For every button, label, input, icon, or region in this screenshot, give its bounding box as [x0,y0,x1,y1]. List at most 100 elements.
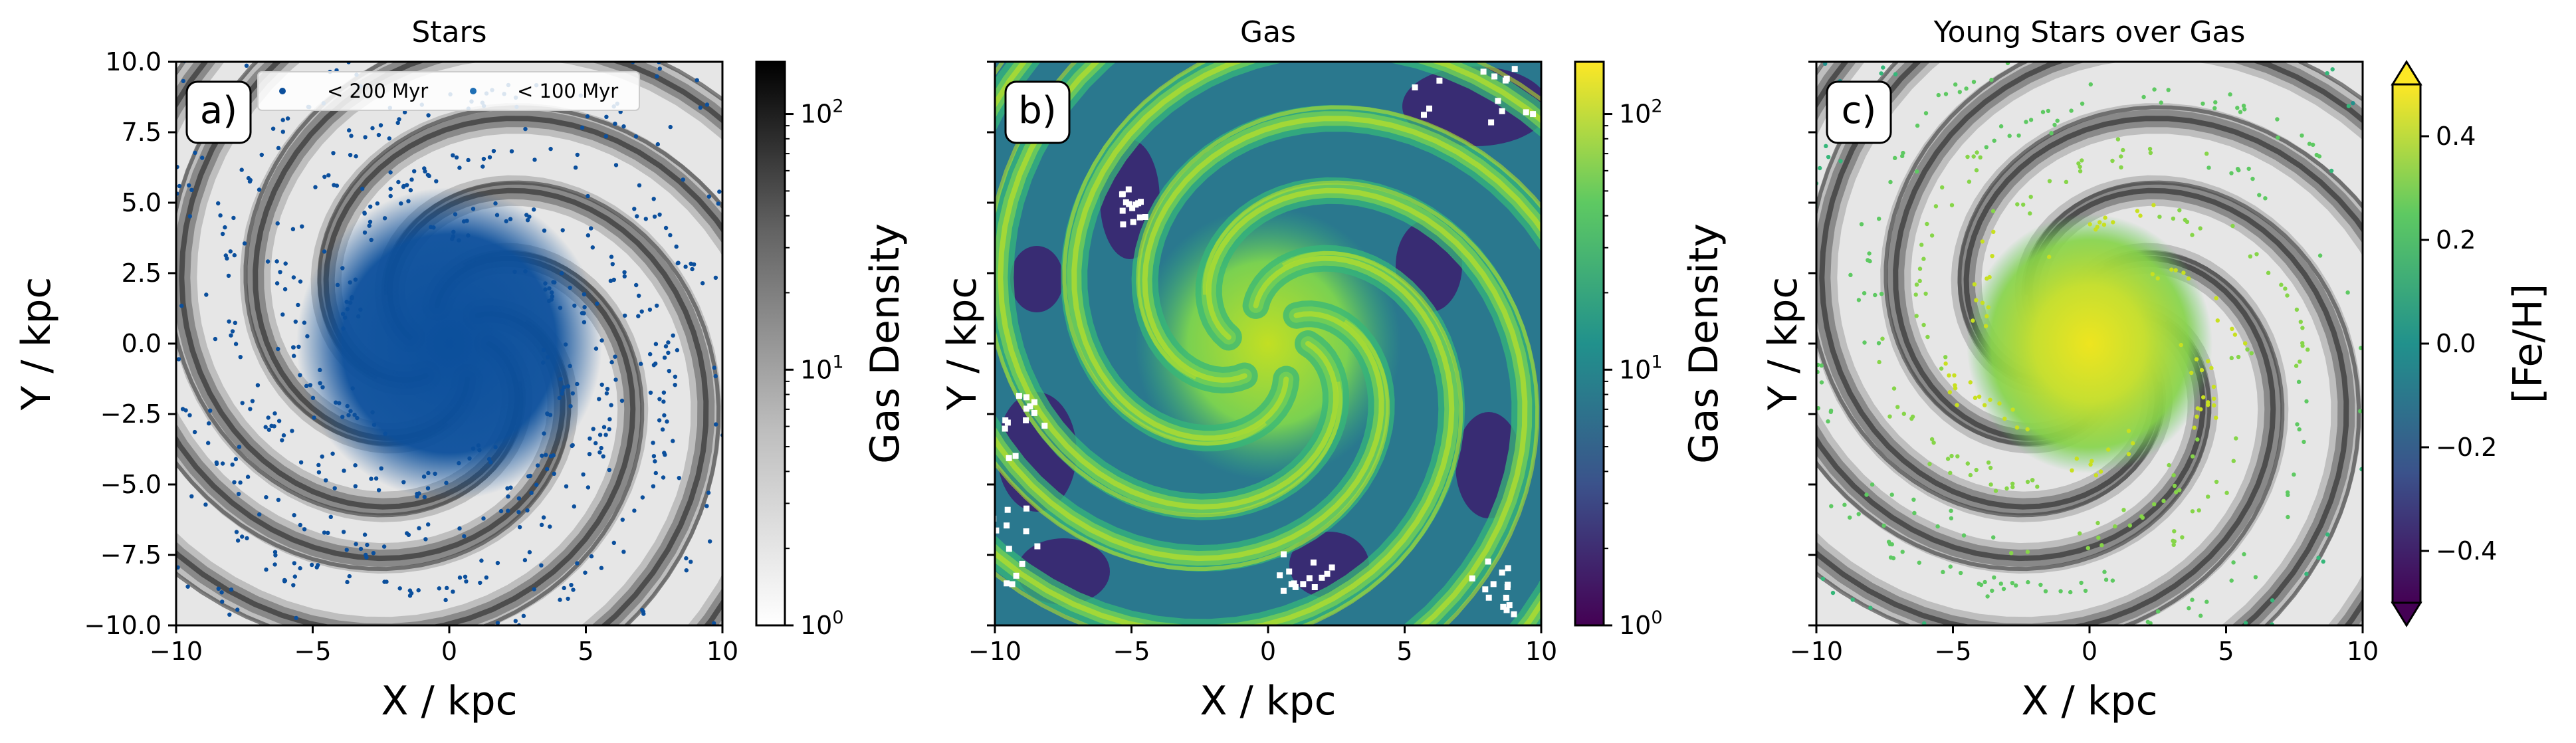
legend-label-100: < 100 Myr [517,80,618,102]
star-point [609,403,613,407]
star-point [2191,454,2195,459]
star-point [118,226,122,230]
star-point [1983,580,1987,585]
star-point [2080,158,2084,163]
star-point [111,214,115,218]
star-point [2329,168,2334,173]
star-point [312,415,316,420]
star-point [589,554,594,559]
star-point [2171,542,2176,547]
star-point [655,142,660,147]
star-point [270,126,276,131]
star-point [2171,538,2175,543]
star-point [2228,92,2232,97]
star-point [2121,508,2126,512]
spiral-arm [1142,116,1541,625]
star-point [2373,211,2377,215]
star-point [620,517,625,522]
star-point [1967,179,1972,184]
star-point [739,117,743,121]
star-point [2035,484,2040,489]
star-point [477,448,482,453]
star-point [369,477,374,481]
star-point [362,56,366,60]
star-point [2192,425,2197,430]
star-point [264,567,268,572]
star-point [566,384,570,389]
star-point [2110,578,2115,583]
star-point [230,462,235,467]
star-point [330,451,335,456]
star-point [716,201,721,206]
star-point [253,707,257,711]
star-point [290,17,294,21]
colorbar-tick-label: −0.2 [2436,433,2497,462]
star-point [292,561,296,566]
x-ticks: −10 −5 0 5 10 [150,625,738,666]
star-point [1819,363,1824,368]
star-point [569,583,574,587]
star-point [2190,509,2195,514]
y-axis-label: Y / kpc [13,277,60,411]
star-point [362,532,368,537]
star-point [233,457,239,462]
star-point [316,470,322,475]
star-point [138,533,142,537]
star-point [523,269,528,274]
star-point [683,265,688,269]
star-point [179,303,184,308]
star-point [220,599,225,604]
star-point [572,303,577,308]
star-point [112,243,116,247]
star-point [2135,209,2140,213]
star-point [2113,524,2117,529]
star-point [643,689,647,693]
legend-label-200: < 200 Myr [327,80,428,102]
star-point [1893,72,1898,76]
empty-cell [1310,559,1317,566]
star-point [1767,524,1771,528]
star-point [712,621,716,625]
spiral-arm [998,62,1339,510]
star-point [2195,437,2200,442]
colorbar-tick-label: 100 [800,607,844,640]
star-point [1731,461,1735,465]
star-point [267,427,271,432]
star-point [675,261,680,266]
star-point [717,189,722,194]
star-point [651,441,655,445]
star-point [726,233,730,237]
star-point [582,305,587,310]
star-point [1872,32,1876,36]
star-point [1767,524,1771,528]
star-point [431,225,436,230]
star-point [2311,142,2315,147]
star-point [601,454,605,459]
empty-cell [1004,506,1011,513]
star-point [1826,155,1831,159]
spiral-arm [1206,187,1528,625]
star-point [516,496,522,501]
star-point [2215,318,2220,323]
star-point [71,385,75,389]
star-point [679,649,683,653]
star-point [473,631,477,635]
star-point [590,245,595,250]
young-stars-feh-scatter [1731,32,2377,716]
star-point [562,585,566,591]
star-point [601,425,607,429]
star-point [2145,619,2150,624]
star-point [1963,712,1967,716]
star-point [853,356,857,360]
star-point [619,398,625,403]
star-point [599,631,603,635]
star-point [382,54,386,58]
star-point [636,49,640,53]
star-point [2206,359,2210,364]
star-point [1794,433,1798,437]
star-point [334,7,338,11]
star-point [582,732,586,736]
star-point [730,207,734,211]
star-point [2231,459,2236,463]
star-point [2150,272,2155,276]
